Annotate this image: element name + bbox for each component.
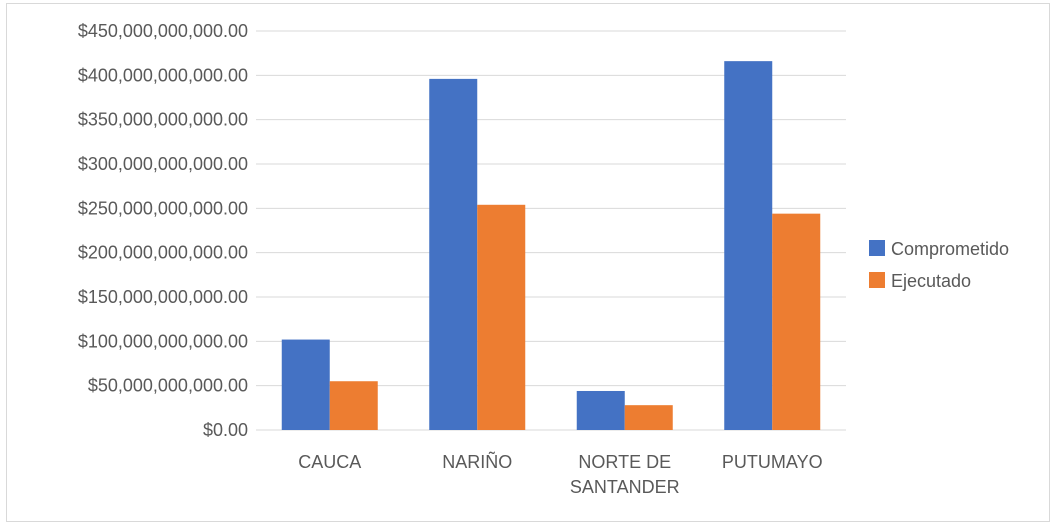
y-tick-label: $100,000,000,000.00: [78, 331, 248, 351]
x-category-label-line: NORTE DE: [578, 452, 671, 472]
y-tick-label: $150,000,000,000.00: [78, 287, 248, 307]
bars: [281, 61, 821, 430]
y-tick-label: $200,000,000,000.00: [78, 243, 248, 263]
chart-frame: [6, 3, 1050, 522]
y-tick-label: $250,000,000,000.00: [78, 198, 248, 218]
bar-ejecutado-3: [772, 213, 821, 430]
y-tick-label: $400,000,000,000.00: [78, 65, 248, 85]
x-category-label: PUTUMAYO: [722, 452, 823, 472]
bar-ejecutado-1: [477, 204, 526, 430]
y-tick-label: $50,000,000,000.00: [88, 376, 248, 396]
legend-label-comprometido: Comprometido: [891, 239, 1009, 259]
bar-ejecutado-2: [624, 405, 673, 430]
legend-swatch-comprometido: [869, 240, 885, 256]
x-category-label-line: CAUCA: [298, 452, 361, 472]
legend-swatch-ejecutado: [869, 272, 885, 288]
bar-comprometido-2: [576, 390, 625, 430]
bar-ejecutado-0: [329, 381, 378, 430]
x-category-label: NORTE DE SANTANDER: [570, 452, 680, 497]
x-axis-category-labels: CAUCA NARIÑO NORTE DE SANTANDER PUTUMAYO: [298, 451, 822, 497]
y-tick-label: $450,000,000,000.00: [78, 21, 248, 41]
y-tick-label: $0.00: [203, 420, 248, 440]
bar-comprometido-1: [429, 78, 478, 430]
y-axis-tick-labels: $0.00 $50,000,000,000.00 $100,000,000,000.…: [78, 21, 248, 440]
x-category-label-line: NARIÑO: [442, 451, 512, 472]
bar-comprometido-3: [724, 61, 773, 430]
y-tick-label: $350,000,000,000.00: [78, 110, 248, 130]
x-category-label: CAUCA: [298, 452, 361, 472]
legend: Comprometido Ejecutado: [869, 239, 1009, 291]
y-tick-label: $300,000,000,000.00: [78, 154, 248, 174]
x-category-label-line: PUTUMAYO: [722, 452, 823, 472]
x-category-label: NARIÑO: [442, 451, 512, 472]
x-category-label-line: SANTANDER: [570, 477, 680, 497]
legend-label-ejecutado: Ejecutado: [891, 271, 971, 291]
bar-comprometido-0: [281, 339, 330, 430]
